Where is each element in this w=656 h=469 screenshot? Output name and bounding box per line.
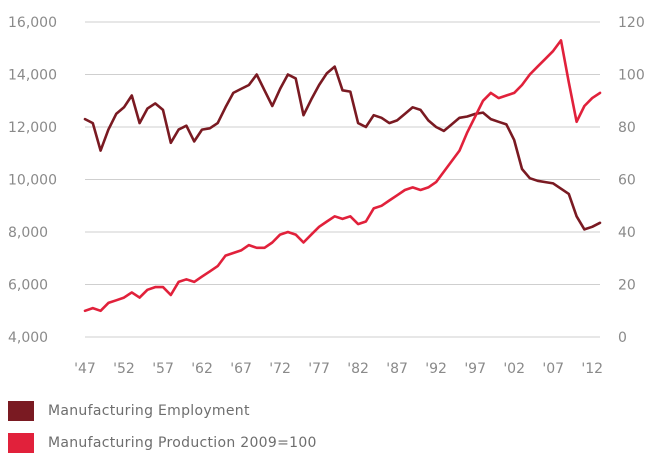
legend: Manufacturing Employment Manufacturing P… (8, 398, 317, 456)
left-tick-label: 14,000 (8, 68, 57, 84)
x-tick-label: '12 (581, 361, 603, 377)
x-axis: '47 '52 '57 '62 '67 '72 '77 '82 '87 '92 '97 '02 '07 '… (74, 361, 603, 377)
x-tick-label: '67 (230, 361, 252, 377)
right-axis: 0 20 40 60 80 100 120 (618, 15, 645, 346)
right-tick-label: 80 (618, 120, 636, 136)
left-tick-label: 12,000 (8, 120, 57, 136)
x-tick-label: '87 (386, 361, 408, 377)
series-line-employment (83, 65, 602, 231)
x-tick-label: '57 (152, 361, 174, 377)
x-tick-label: '07 (542, 361, 564, 377)
left-axis: 4,000 6,000 8,000 10,000 12,000 14,000 16,000 (8, 15, 57, 346)
legend-item-production: Manufacturing Production 2009=100 (8, 430, 317, 456)
legend-label-production: Manufacturing Production 2009=100 (48, 435, 317, 451)
x-tick-label: '72 (269, 361, 291, 377)
plot-area: 4,0006,0008,00010,00012,00014,00016,000 … (8, 15, 645, 377)
x-tick-label: '92 (425, 361, 447, 377)
left-tick-label: 16,000 (8, 15, 57, 31)
x-tick-label: '47 (74, 361, 96, 377)
x-tick-label: '82 (347, 361, 369, 377)
right-tick-label: 100 (618, 68, 645, 84)
x-tick-label: '02 (503, 361, 525, 377)
x-tick-label: '62 (191, 361, 213, 377)
right-tick-label: 20 (618, 278, 636, 294)
right-tick-label: 60 (618, 173, 636, 189)
left-tick-label: 4,000 (8, 330, 48, 346)
right-tick-label: 0 (618, 330, 627, 346)
legend-label-employment: Manufacturing Employment (48, 403, 250, 419)
left-tick-label: 10,000 (8, 173, 57, 189)
series-lines (83, 39, 602, 313)
left-tick-label: 6,000 (8, 278, 48, 294)
x-tick-label: '52 (113, 361, 135, 377)
right-tick-label: 120 (618, 15, 645, 31)
right-tick-label: 40 (618, 225, 636, 241)
legend-swatch-employment (8, 401, 34, 421)
series-line-production (83, 39, 602, 313)
left-tick-label: 8,000 (8, 225, 48, 241)
x-tick-label: '77 (308, 361, 330, 377)
legend-item-employment: Manufacturing Employment (8, 398, 317, 424)
gridlines (85, 21, 600, 338)
legend-swatch-production (8, 433, 34, 453)
x-tick-label: '97 (464, 361, 486, 377)
